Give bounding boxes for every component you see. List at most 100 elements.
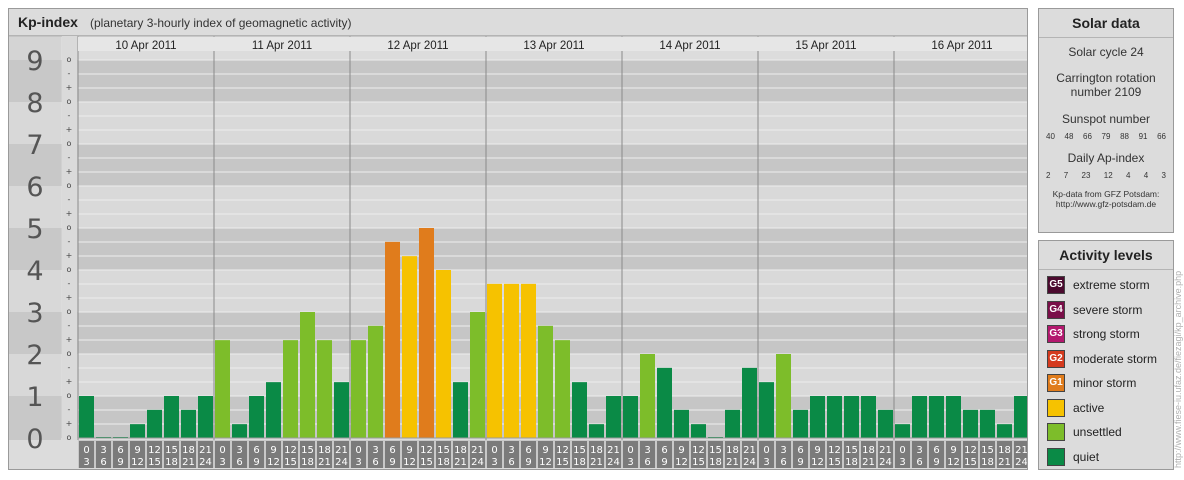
x-interval-end: 15 [828,457,841,468]
x-interval-end: 12 [131,457,144,468]
kp-bar-2-3 [249,396,264,438]
kp-chart: 10 Apr 2011 11 Apr 2011 12 Apr 2011 13 Apr … [9,35,1027,468]
ap-value: 4 [1125,171,1131,180]
kp-bar-7-6 [980,409,995,438]
x-interval-cell [147,441,162,468]
kp-bar-6-7 [861,396,876,438]
x-interval-start: 6 [797,445,803,456]
ap-value: 7 [1063,171,1069,180]
x-interval-cell [674,441,689,468]
ap-title: Daily Ap-index [1067,151,1145,165]
level-label: extreme storm [1073,278,1150,292]
x-interval-end: 9 [525,457,531,468]
y-band-1 [9,354,61,396]
x-interval-cell [895,441,910,468]
sunspot-title: Sunspot number [1061,112,1151,126]
day-label: 14 Apr 2011 [659,40,720,52]
x-interval-start: 0 [83,445,89,456]
x-interval-end: 3 [491,457,497,468]
x-interval-start: 12 [420,445,433,456]
x-interval-start: 6 [933,445,939,456]
activity-level-item: unsettled [1047,422,1122,442]
kp-bar-7-4 [946,396,961,438]
x-interval-start: 6 [253,445,259,456]
x-interval-cell [725,441,740,468]
kp-bar-3-4 [402,256,417,438]
level-swatch: G3 [1047,325,1065,343]
x-interval-start: 0 [627,445,633,456]
x-interval-cell [96,441,111,468]
minor-tick-label: + [66,419,73,428]
minor-tick-label: - [68,279,71,288]
kp-bar-4-3 [521,283,536,438]
x-interval-end: 15 [556,457,569,468]
x-interval-cell [555,441,570,468]
x-interval-start: 15 [165,445,178,456]
kp-bar-5-2 [640,354,655,438]
x-interval-start: 21 [199,445,212,456]
x-interval-start: 15 [573,445,586,456]
kp-bar-5-3 [657,367,672,438]
x-interval-end: 21 [182,457,195,468]
kp-bar-1-5 [147,409,162,438]
sunspot-value: 88 [1120,132,1129,141]
x-interval-cell [453,441,468,468]
chart-subtitle: (planetary 3-hourly index of geomagnetic… [90,16,352,30]
minor-tick-label: o [67,265,72,274]
kp-bar-5-1 [623,396,638,438]
x-interval-cell [215,441,230,468]
x-interval-cell [759,441,774,468]
x-interval-end: 21 [590,457,603,468]
x-interval-cell [963,441,978,468]
activity-level-item: G2 moderate storm [1047,349,1157,369]
minor-tick-label: - [68,405,71,414]
chart-title: Kp-index [18,14,78,30]
x-interval-end: 9 [933,457,939,468]
x-interval-cell [351,441,366,468]
x-interval-end: 18 [981,457,994,468]
ap-value: 3 [1161,171,1166,180]
x-interval-start: 6 [389,445,395,456]
plot-band-4 [78,228,1027,270]
y-band-4 [9,228,61,270]
x-interval-cell [589,441,604,468]
x-interval-end: 21 [454,457,467,468]
kp-bar-4-1 [487,283,502,438]
day-label: 10 Apr 2011 [115,40,176,52]
x-interval-cell [504,441,519,468]
activity-level-item: G3 strong storm [1047,324,1140,344]
y-tick-label: 5 [26,214,43,245]
source-line-2: http://www.gfz-potsdam.de [1055,199,1157,209]
x-interval-start: 9 [134,445,140,456]
y-tick-label: 0 [26,424,43,455]
x-interval-cell [181,441,196,468]
x-interval-end: 6 [236,457,242,468]
x-interval-cell [317,441,332,468]
x-interval-end: 12 [267,457,280,468]
activity-levels-panel: Activity levels G5 extreme storm G4 severe … [1038,240,1174,470]
y-band-7 [9,102,61,144]
level-swatch [1047,423,1065,441]
x-interval-cell [368,441,383,468]
minor-tick-label: o [67,349,72,358]
x-interval-end: 9 [389,457,395,468]
x-interval-start: 21 [879,445,892,456]
x-interval-end: 6 [916,457,922,468]
x-interval-end: 21 [862,457,875,468]
x-interval-end: 15 [420,457,433,468]
x-interval-start: 15 [301,445,314,456]
x-interval-start: 21 [1015,445,1027,456]
kp-bar-6-5 [827,396,842,438]
activity-level-item: quiet [1047,447,1099,467]
kp-bar-6-4 [810,396,825,438]
activity-levels-title: Activity levels [1039,241,1173,270]
x-interval-cell [470,441,485,468]
x-interval-start: 12 [284,445,297,456]
x-interval-start: 21 [471,445,484,456]
x-interval-end: 12 [539,457,552,468]
minor-tick-label: + [66,125,73,134]
minor-tick-label: o [67,223,72,232]
x-interval-cell [776,441,791,468]
level-label: active [1073,400,1105,415]
kp-bar-5-7 [725,409,740,438]
